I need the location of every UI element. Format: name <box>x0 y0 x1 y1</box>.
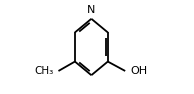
Text: OH: OH <box>130 66 147 76</box>
Text: CH₃: CH₃ <box>35 66 54 76</box>
Text: N: N <box>87 5 96 15</box>
